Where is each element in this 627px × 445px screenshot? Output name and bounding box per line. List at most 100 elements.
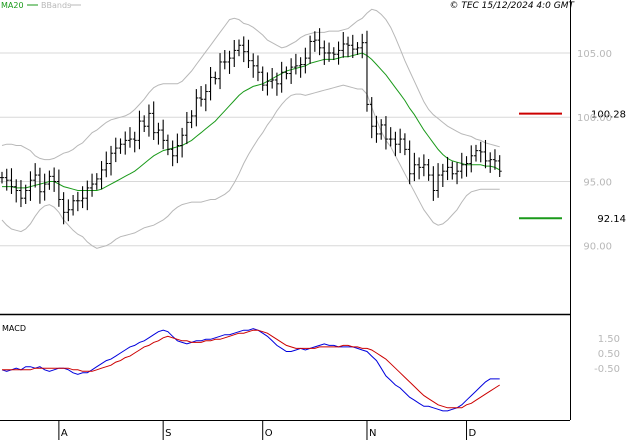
price-bar xyxy=(165,134,170,156)
price-bar xyxy=(99,161,104,190)
price-bar xyxy=(417,157,422,180)
price-bar xyxy=(175,133,180,164)
price-bar xyxy=(474,144,478,162)
price-bar xyxy=(402,133,407,156)
price-bar xyxy=(104,151,109,178)
price-bar xyxy=(336,41,341,65)
price-bar xyxy=(412,152,417,182)
price-bar xyxy=(109,145,114,176)
price-bar xyxy=(459,152,464,179)
price-bar xyxy=(61,192,66,225)
price-bar xyxy=(0,171,4,184)
legend: MA20 BBands xyxy=(1,1,81,10)
macd-tick-label: 1.50 xyxy=(598,334,620,345)
y-tick-label: 95.00 xyxy=(583,177,612,188)
y-tick-label: 90.00 xyxy=(583,242,612,253)
price-bar xyxy=(350,34,355,58)
price-bar xyxy=(360,33,365,59)
price-bar xyxy=(246,39,251,69)
price-bar xyxy=(374,115,379,143)
price-bar xyxy=(279,61,284,93)
price-bar xyxy=(393,131,398,157)
x-tick-label: N xyxy=(369,428,376,439)
price-bar xyxy=(293,53,298,75)
macd-series-signal xyxy=(2,329,500,409)
price-bar xyxy=(4,168,9,191)
price-bar xyxy=(127,127,132,148)
y-tick-label: 105.00 xyxy=(577,49,612,60)
macd-tick-label: 0.50 xyxy=(598,349,620,360)
macd-axis: 1.50 0.50 -0.50 xyxy=(594,334,620,375)
price-bar xyxy=(355,42,360,55)
price-bar xyxy=(388,127,393,147)
price-bar xyxy=(312,31,317,52)
price-bar xyxy=(47,170,52,190)
price-bar xyxy=(52,167,57,192)
price-bar xyxy=(289,58,294,84)
price-bar xyxy=(85,180,90,211)
price-bar xyxy=(151,101,156,140)
price-bar xyxy=(436,163,441,198)
price-bar xyxy=(303,47,308,74)
price-bar xyxy=(156,122,161,145)
price-bar xyxy=(33,163,38,188)
price-bar xyxy=(445,156,450,181)
legend-bbands: BBands xyxy=(41,1,71,10)
price-bar xyxy=(180,127,185,158)
price-bar xyxy=(398,128,403,154)
price-bar xyxy=(118,138,123,154)
price-bar xyxy=(71,194,76,216)
price-bar xyxy=(208,66,213,101)
price-bar xyxy=(455,162,460,185)
price-bar xyxy=(75,191,80,212)
price-bar xyxy=(260,66,265,91)
price-bar xyxy=(94,173,99,190)
price-bar xyxy=(327,42,332,62)
price-bars xyxy=(0,28,502,225)
price-bar xyxy=(23,184,28,204)
price-bar xyxy=(137,110,142,150)
price-bar xyxy=(146,104,151,137)
price-axis: 90.00 95.00 100.00 105.00 xyxy=(577,49,612,253)
price-bar xyxy=(298,57,303,78)
price-bar xyxy=(241,36,246,63)
price-bar xyxy=(270,68,275,89)
price-bar xyxy=(284,66,289,80)
price-bar xyxy=(28,171,33,201)
price-bar xyxy=(469,145,474,173)
level-label: 100.28 xyxy=(591,110,626,121)
price-bar xyxy=(213,71,218,85)
price-bar xyxy=(369,97,374,139)
level-label: 92.14 xyxy=(597,214,626,225)
price-bar xyxy=(199,86,204,107)
price-bar xyxy=(478,141,483,163)
price-bar xyxy=(383,116,388,150)
price-bar xyxy=(142,115,147,133)
price-bar xyxy=(497,155,502,177)
macd-tick-label: -0.50 xyxy=(594,364,620,375)
price-bar xyxy=(66,199,71,222)
price-bar xyxy=(18,180,23,208)
price-bar xyxy=(227,50,232,74)
legend-ma20: MA20 xyxy=(1,1,24,10)
price-bar xyxy=(426,159,431,181)
price-bar xyxy=(222,50,227,70)
price-bar xyxy=(274,72,279,96)
price-bar xyxy=(317,28,322,56)
price-bar xyxy=(379,119,384,140)
price-bar xyxy=(170,140,175,167)
x-tick-label: A xyxy=(61,428,68,439)
bband-lower xyxy=(1,84,500,249)
price-bar xyxy=(56,169,61,207)
price-bar xyxy=(421,154,426,177)
price-bar xyxy=(450,161,455,180)
price-bar xyxy=(113,137,118,163)
price-bar xyxy=(203,84,208,112)
price-bar xyxy=(331,47,336,61)
price-bar xyxy=(483,139,488,169)
x-tick-label: D xyxy=(469,428,477,439)
macd-label: MACD xyxy=(2,324,26,333)
price-bar xyxy=(132,131,137,153)
